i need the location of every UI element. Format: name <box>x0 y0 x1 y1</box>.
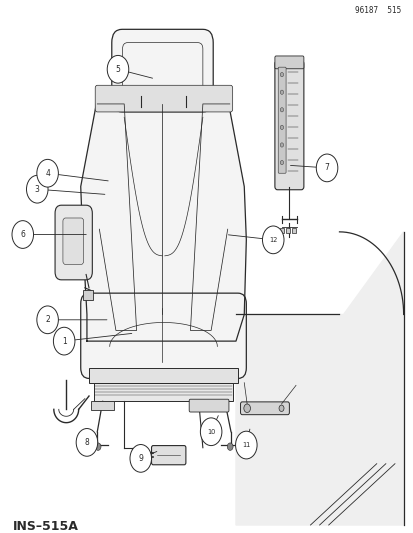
Circle shape <box>278 405 283 411</box>
FancyBboxPatch shape <box>91 401 114 410</box>
FancyBboxPatch shape <box>83 290 93 300</box>
FancyBboxPatch shape <box>151 446 185 465</box>
Polygon shape <box>81 88 246 341</box>
FancyBboxPatch shape <box>274 56 303 69</box>
Circle shape <box>243 404 250 413</box>
Text: 9: 9 <box>138 454 143 463</box>
Circle shape <box>280 72 283 77</box>
FancyBboxPatch shape <box>89 368 237 383</box>
Text: 1: 1 <box>62 337 66 345</box>
Circle shape <box>280 108 283 112</box>
Text: 96187  515: 96187 515 <box>354 6 401 15</box>
Circle shape <box>76 429 97 456</box>
Text: 6: 6 <box>20 230 25 239</box>
Text: 11: 11 <box>242 442 250 448</box>
FancyBboxPatch shape <box>55 205 92 280</box>
FancyBboxPatch shape <box>63 218 83 264</box>
Text: INS–515A: INS–515A <box>12 520 78 532</box>
Text: 10: 10 <box>206 429 215 435</box>
Circle shape <box>107 55 128 83</box>
Text: 8: 8 <box>84 438 89 447</box>
FancyBboxPatch shape <box>112 29 213 112</box>
Text: 3: 3 <box>35 185 40 193</box>
Circle shape <box>262 226 283 254</box>
Circle shape <box>280 143 283 147</box>
FancyBboxPatch shape <box>81 293 246 378</box>
Circle shape <box>26 175 48 203</box>
Circle shape <box>280 160 283 165</box>
Circle shape <box>200 418 221 446</box>
Text: 2: 2 <box>45 316 50 324</box>
Text: 5: 5 <box>115 65 120 74</box>
FancyBboxPatch shape <box>122 43 202 99</box>
FancyBboxPatch shape <box>278 67 285 173</box>
Text: 7: 7 <box>324 164 329 172</box>
Circle shape <box>53 327 75 355</box>
Circle shape <box>280 90 283 94</box>
FancyBboxPatch shape <box>95 85 232 112</box>
Circle shape <box>316 154 337 182</box>
Text: 4: 4 <box>45 169 50 177</box>
FancyBboxPatch shape <box>274 61 303 190</box>
Circle shape <box>37 159 58 187</box>
Polygon shape <box>235 232 403 525</box>
Circle shape <box>280 125 283 130</box>
Text: 12: 12 <box>268 237 277 243</box>
Circle shape <box>12 221 33 248</box>
Circle shape <box>95 443 101 450</box>
FancyBboxPatch shape <box>280 228 284 233</box>
Circle shape <box>130 445 151 472</box>
FancyBboxPatch shape <box>94 383 233 401</box>
Circle shape <box>37 306 58 334</box>
Circle shape <box>227 443 233 450</box>
Circle shape <box>235 431 256 459</box>
FancyBboxPatch shape <box>285 228 290 233</box>
FancyBboxPatch shape <box>291 228 295 233</box>
FancyBboxPatch shape <box>189 399 228 412</box>
FancyBboxPatch shape <box>240 402 289 415</box>
